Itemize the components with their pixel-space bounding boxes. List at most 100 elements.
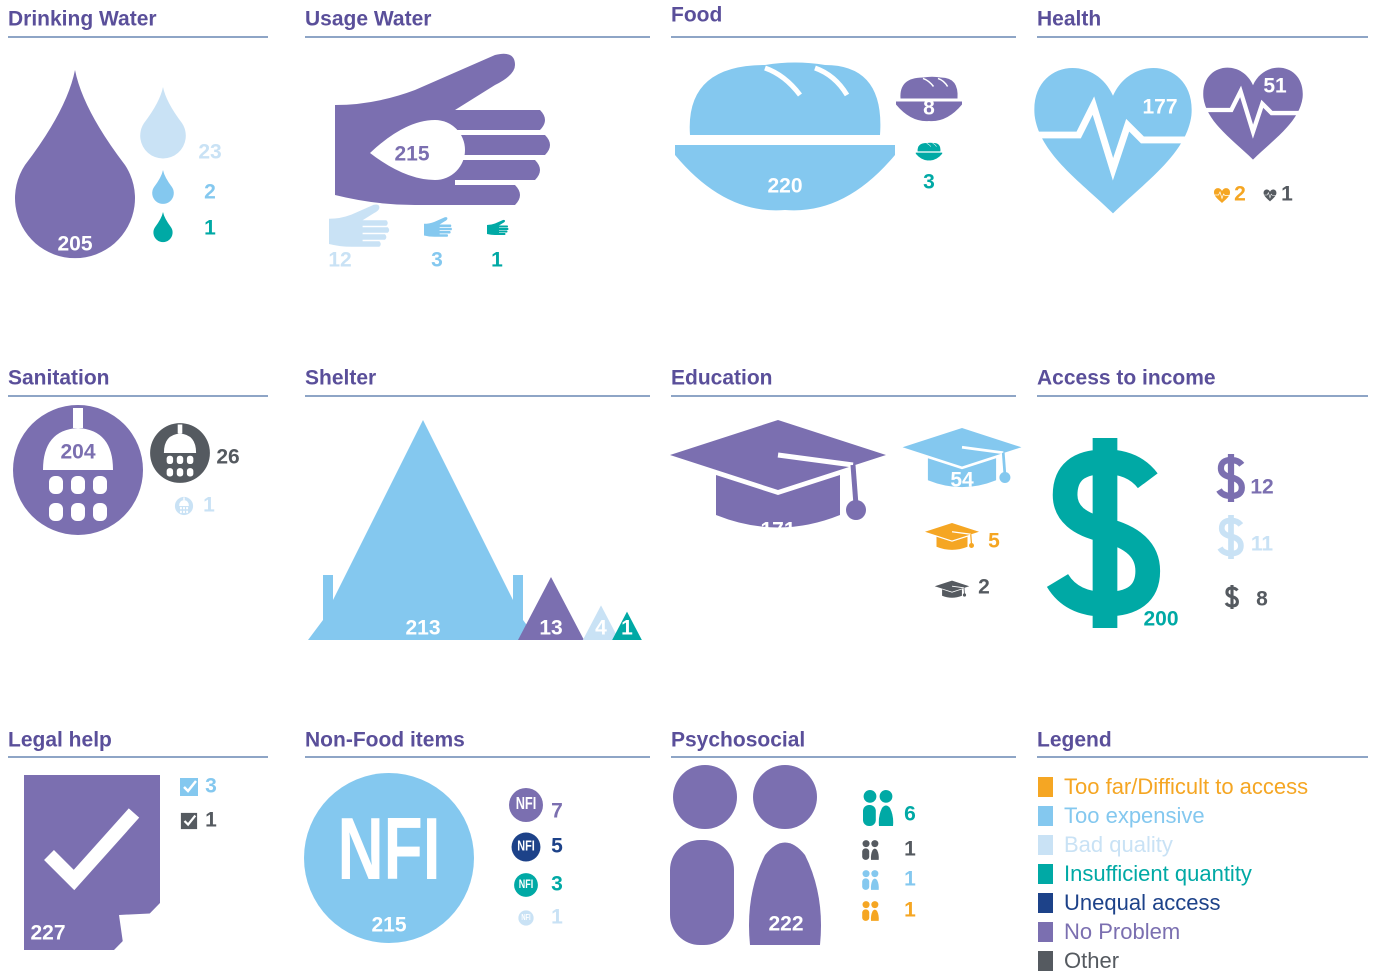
value-label: 205	[57, 233, 92, 256]
tent	[518, 577, 584, 640]
icon	[915, 142, 943, 161]
legend-swatch	[1038, 864, 1053, 884]
bowl-top	[917, 142, 941, 152]
fold	[119, 913, 160, 950]
bowl	[675, 145, 895, 211]
panel-title: Psychosocial	[671, 729, 805, 752]
tassel-end	[846, 500, 866, 520]
icon	[1217, 515, 1244, 559]
icon	[902, 428, 1022, 488]
dot	[179, 506, 182, 510]
value-label: 1	[204, 217, 216, 240]
body	[863, 805, 876, 826]
panel-title: Legal help	[8, 729, 112, 752]
dot	[71, 503, 85, 521]
value-label: 227	[30, 922, 65, 945]
head	[871, 840, 879, 848]
value-label: 54	[950, 469, 974, 492]
check	[44, 808, 140, 891]
icon	[308, 420, 538, 640]
legend-label: Other	[1064, 948, 1119, 973]
value-label: 2	[204, 181, 216, 204]
icon	[180, 812, 198, 830]
tassel	[951, 585, 965, 589]
dot	[179, 510, 182, 514]
head	[862, 901, 870, 909]
head	[871, 870, 879, 878]
legend-label: Too expensive	[1064, 803, 1205, 828]
icon	[152, 170, 174, 204]
value-label: 3	[205, 775, 217, 798]
value-label: 2	[978, 576, 990, 599]
icon	[329, 204, 390, 247]
icon	[1216, 453, 1245, 503]
icon	[1200, 67, 1306, 160]
value-label: 1	[621, 617, 633, 640]
dot	[183, 510, 185, 514]
body	[870, 878, 879, 890]
pulse	[1200, 85, 1306, 139]
panel-title: Education	[671, 367, 773, 390]
panel-title: Usage Water	[305, 8, 431, 31]
value-label: 177	[1142, 96, 1177, 119]
value-label: 200	[1143, 608, 1178, 631]
value-label: 215	[371, 914, 406, 937]
tassel-cord	[850, 464, 859, 506]
legend-swatch	[1038, 806, 1053, 826]
icon	[863, 790, 894, 826]
icon	[424, 217, 452, 237]
legend-label: Bad quality	[1064, 832, 1173, 857]
icon: NFI	[511, 832, 541, 862]
tassel	[777, 452, 854, 468]
hand	[424, 217, 452, 237]
dollar	[1224, 584, 1239, 610]
legend-swatch	[1038, 922, 1053, 942]
icon	[487, 219, 509, 235]
pulse	[1213, 191, 1231, 200]
icon	[862, 901, 879, 921]
value-label: 26	[216, 446, 239, 469]
pulse	[1029, 96, 1197, 181]
dot	[186, 506, 189, 510]
icon	[335, 53, 550, 205]
dot	[49, 476, 63, 494]
dot	[186, 510, 189, 514]
drop	[15, 70, 135, 259]
icon: NFI	[509, 788, 543, 822]
value-label: 204	[60, 441, 95, 464]
icon	[13, 405, 143, 535]
pulse	[1263, 191, 1277, 199]
heart	[1203, 67, 1303, 160]
head	[179, 497, 189, 506]
value-label: 213	[405, 617, 440, 640]
dot	[176, 455, 184, 465]
body	[862, 878, 870, 890]
dot	[93, 503, 107, 521]
head	[862, 840, 870, 848]
body	[862, 909, 870, 921]
value-label: 13	[539, 617, 562, 640]
tent	[612, 611, 642, 640]
icon	[675, 62, 895, 211]
icon-text: NFI	[516, 794, 537, 813]
value-label: 1	[904, 899, 916, 922]
icon	[518, 577, 584, 640]
icon	[153, 212, 173, 243]
value-label: 23	[198, 141, 221, 164]
icon	[24, 775, 160, 950]
dot	[71, 476, 85, 494]
head	[43, 408, 113, 470]
panel-title: Non-Food items	[305, 729, 465, 752]
icon-text: NFI	[521, 914, 530, 922]
head	[862, 870, 870, 878]
legend-swatch	[1038, 777, 1053, 797]
tassel-cord	[970, 534, 973, 545]
dot	[93, 476, 107, 494]
icon-text: NFI	[519, 878, 533, 892]
value-label: 1	[551, 906, 563, 929]
tassel-end	[999, 472, 1011, 483]
icon	[15, 70, 135, 259]
dot	[49, 503, 63, 521]
check	[183, 780, 197, 793]
